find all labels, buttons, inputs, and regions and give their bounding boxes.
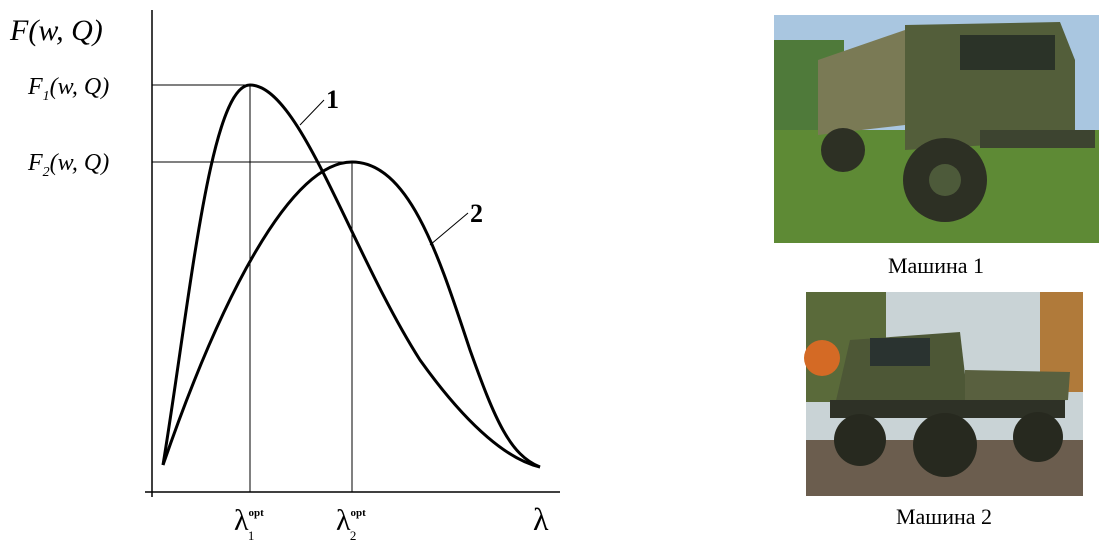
symbol: λ (336, 504, 351, 537)
peak-label: F2(w, Q) (27, 150, 109, 180)
wheel (821, 128, 865, 172)
x-tick-label: λopt 2 (336, 504, 366, 540)
letter: F (27, 150, 43, 176)
page: 1 2 F(w, Q) F1(w, Q) F2(w, Q) λopt1 λopt… (0, 0, 1099, 540)
args: (w, Q) (50, 150, 110, 176)
caption: Машина 2 (896, 504, 992, 529)
leader-line (300, 100, 324, 125)
caption: Машина 1 (888, 253, 984, 278)
wheel (834, 414, 886, 466)
args: (w, Q) (28, 14, 102, 47)
curve-label: 1 (326, 85, 339, 114)
truck-bed (965, 370, 1070, 405)
x-axis-label: λ (533, 501, 549, 537)
sub: 1 (248, 528, 255, 540)
peak-label: F1(w, Q) (27, 74, 109, 104)
sup: opt (249, 507, 265, 519)
x-tick-label: λopt 1 (234, 504, 264, 540)
y-axis-label: F(w, Q) (9, 14, 103, 47)
photo-1: Машина 1 (774, 15, 1099, 278)
bumper (980, 130, 1095, 148)
index: 2 (43, 165, 50, 180)
wheel (1013, 412, 1063, 462)
windshield (960, 35, 1055, 70)
curve-label: 2 (470, 199, 483, 228)
letter: F (9, 14, 29, 47)
symbol: λ (234, 504, 249, 537)
letter: F (27, 74, 43, 100)
hub (929, 164, 961, 196)
photo-2: Машина 2 (804, 292, 1083, 529)
tank (804, 340, 840, 376)
windshield (870, 338, 930, 366)
index: 1 (43, 89, 50, 104)
sup: opt (351, 507, 367, 519)
wheel (913, 413, 977, 477)
sub: 2 (350, 528, 357, 540)
args: (w, Q) (50, 74, 110, 100)
leader-line (430, 213, 468, 245)
